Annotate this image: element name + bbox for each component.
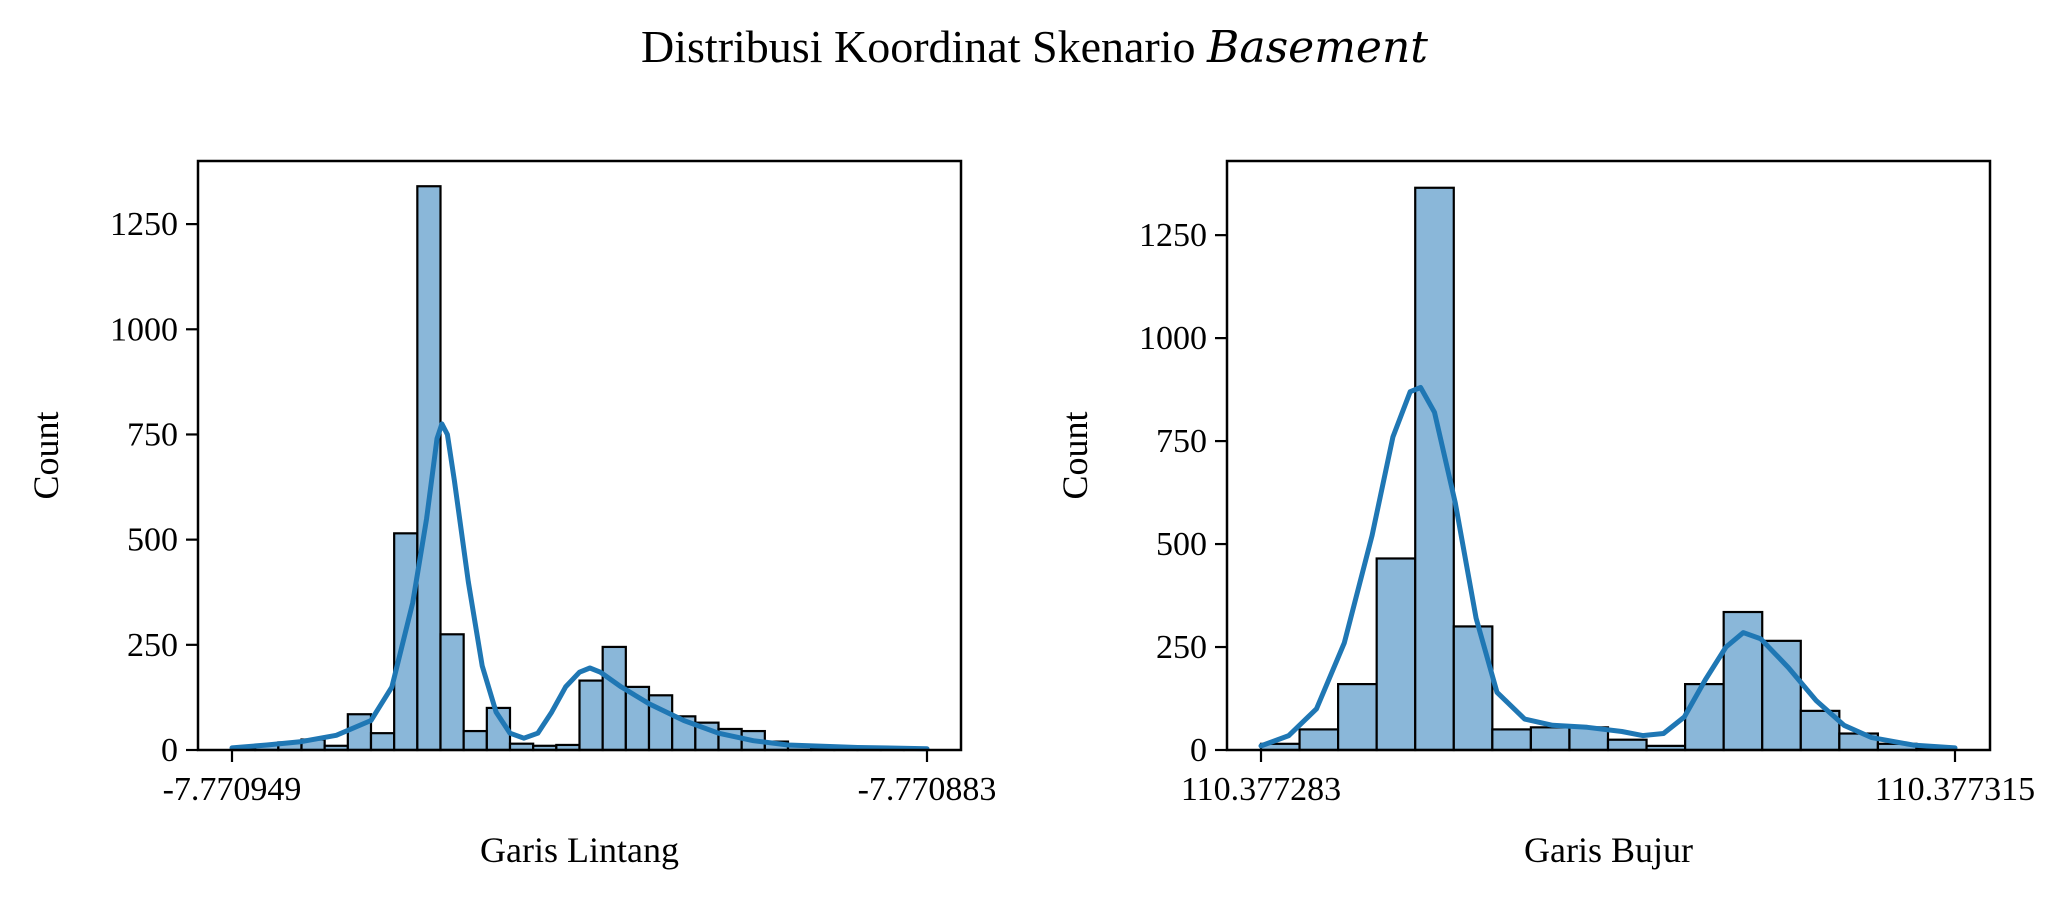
x-axis-label: Garis Lintang — [480, 830, 679, 870]
y-axis-label: Count — [1055, 411, 1095, 499]
histogram-bar — [1606, 738, 1648, 752]
y-tick-label: 1000 — [1139, 320, 1207, 357]
histogram-bar — [1452, 625, 1494, 752]
histogram-bar — [1375, 557, 1417, 752]
histogram-bar — [369, 732, 396, 752]
histogram-bar — [393, 532, 419, 752]
y-tick-label: 1000 — [110, 311, 178, 348]
histogram-bar — [1298, 728, 1340, 752]
plot-frame — [1225, 159, 1992, 752]
figure-title: Distribusi Koordinat Skenario Basement — [0, 20, 2069, 73]
x-tick-label: -7.770949 — [163, 771, 302, 808]
x-tick-label: 110.377283 — [1181, 771, 1341, 808]
histogram-bar — [439, 633, 465, 752]
x-tick-label: -7.770883 — [858, 771, 997, 808]
subplot-2: 0 250 500 750 1000 1250 110.377283 110.377315 Ga… — [1055, 159, 2035, 870]
y-tick-label: 500 — [127, 522, 178, 559]
histogram-bar — [578, 679, 604, 752]
figure-title-text: Distribusi Koordinat Skenario — [641, 21, 1196, 72]
x-axis-label: Garis Bujur — [1524, 830, 1693, 870]
kde-curve — [229, 421, 930, 752]
subplot-1: 0 250 500 750 1000 1250 -7.770949 -7.770883 Gari… — [26, 159, 997, 870]
figure-title-italic: Basement — [1207, 22, 1428, 73]
y-tick-label: 250 — [1156, 629, 1207, 666]
x-tick-label: 110.377315 — [1875, 771, 2035, 808]
kde-curve — [1258, 385, 1958, 751]
y-tick-label: 0 — [1190, 732, 1207, 769]
histogram-bar — [1337, 682, 1378, 752]
y-tick-label: 1250 — [110, 206, 178, 243]
plot-frame — [196, 159, 963, 752]
histogram-bar — [1529, 726, 1571, 752]
y-tick-label: 750 — [1156, 423, 1207, 460]
y-axis-label: Count — [26, 411, 66, 499]
y-tick-label: 250 — [127, 627, 178, 664]
histogram-bar — [416, 185, 442, 752]
histogram-bar — [1491, 728, 1532, 752]
histogram-bar — [462, 729, 488, 752]
y-tick-label: 500 — [1156, 526, 1207, 563]
histogram-bar — [1684, 682, 1725, 752]
histogram-bar — [601, 645, 627, 752]
y-tick-label: 0 — [161, 732, 178, 769]
y-tick-label: 750 — [127, 416, 178, 453]
y-tick-label: 1250 — [1139, 217, 1207, 254]
